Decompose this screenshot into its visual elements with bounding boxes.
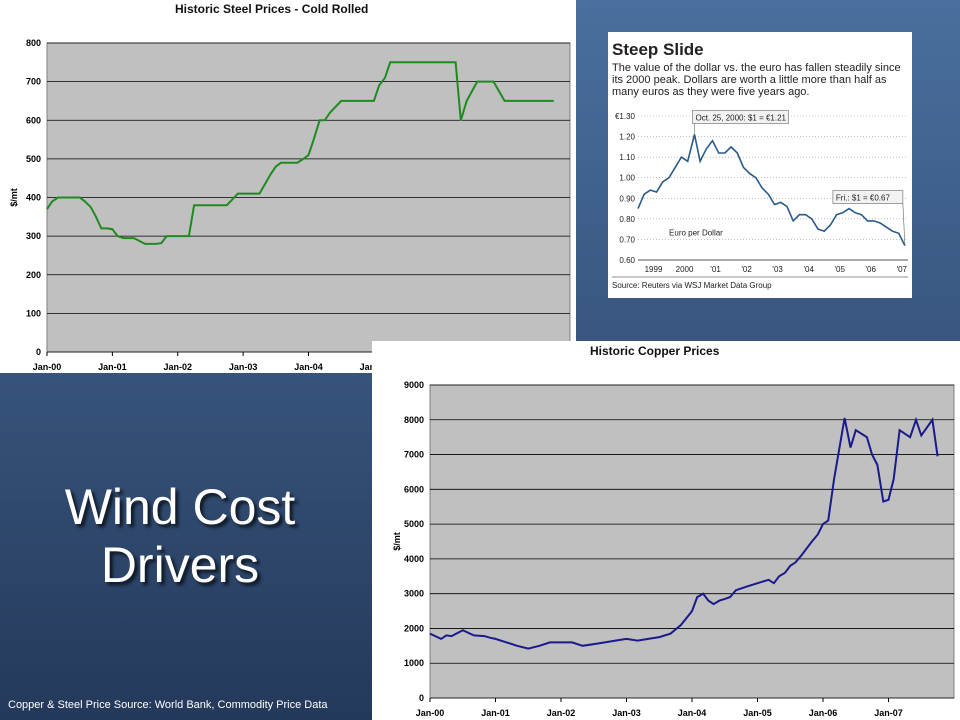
copper-y-tick-label: 7000: [404, 450, 424, 460]
euro-annotation-leader: [902, 203, 906, 246]
copper-chart: 0 1000 2000 3000 4000 5000 6000 7000 8000 9000 Jan…: [392, 380, 955, 718]
euro-y-tick-label: 1.20: [619, 133, 635, 142]
euro-annotation-peak: Oct. 25, 2000: $1 = €1.21: [695, 114, 786, 123]
euro-x-tick-label: '02: [741, 265, 752, 274]
euro-x-tick-label: 1999: [645, 265, 663, 274]
euro-y-tick-label: 0.80: [619, 215, 635, 224]
euro-y-tick-label: 1.10: [619, 153, 635, 162]
euro-chart-title: Steep Slide: [612, 40, 704, 59]
euro-x-tick-label: '05: [835, 265, 846, 274]
euro-x-tick-label: '04: [803, 265, 814, 274]
euro-x-tick-label: '06: [866, 265, 877, 274]
copper-y-axis-label: $/mt: [392, 532, 402, 551]
steel-x-tick-label: Jan-02: [163, 362, 192, 372]
copper-y-tick-label: 3000: [404, 589, 424, 599]
copper-y-tick-label: 2000: [404, 623, 424, 633]
steel-x-tick-label: Jan-00: [33, 362, 62, 372]
copper-x-tick-label: Jan-03: [612, 708, 641, 718]
copper-y-tick-label: 8000: [404, 415, 424, 425]
steel-y-tick-label: 0: [36, 347, 41, 357]
euro-series-label: Euro per Dollar: [669, 228, 723, 237]
euro-y-tick-label: 1.00: [619, 174, 635, 183]
steel-chart: 0 100 200 300 400 500 600 700 800 Jan-00 Jan-01 Jan…: [9, 38, 571, 372]
euro-y-tick-label: 0.70: [619, 235, 635, 244]
euro-chart: €1.30 1.20 1.10 1.00 0.90 0.80 0.70 0.60 1999 200…: [612, 110, 908, 290]
steel-x-tick-label: Jan-04: [294, 362, 323, 372]
steel-y-tick-label: 400: [26, 193, 41, 203]
copper-x-tick-label: Jan-02: [547, 708, 576, 718]
copper-chart-title: Historic Copper Prices: [590, 344, 720, 358]
euro-chart-panel: Steep Slide The value of the dollar vs. …: [608, 32, 912, 298]
steel-chart-panel: Historic Steel Prices - Cold Rolled 0 100…: [0, 0, 576, 373]
slide-title: Wind Cost Drivers: [20, 478, 340, 594]
euro-x-tick-label: '01: [710, 265, 721, 274]
steel-y-tick-label: 200: [26, 270, 41, 280]
steel-chart-title: Historic Steel Prices - Cold Rolled: [175, 2, 369, 16]
euro-series-line: [637, 134, 906, 246]
euro-y-tick-label: 0.90: [619, 194, 635, 203]
steel-y-axis-label: $/mt: [9, 188, 19, 207]
copper-x-tick-label: Jan-00: [416, 708, 445, 718]
steel-y-tick-label: 800: [26, 38, 41, 48]
copper-y-tick-label: 9000: [404, 380, 424, 390]
steel-y-tick-label: 700: [26, 77, 41, 87]
copper-y-tick-label: 5000: [404, 519, 424, 529]
copper-x-tick-label: Jan-01: [481, 708, 510, 718]
euro-source-text: Source: Reuters via WSJ Market Data Grou…: [612, 281, 772, 290]
copper-chart-panel: Historic Copper Prices 0 1000 2000 3000 4000…: [372, 341, 960, 720]
copper-x-tick-label: Jan-07: [874, 708, 903, 718]
copper-x-tick-label: Jan-04: [678, 708, 707, 718]
copper-y-tick-label: 4000: [404, 554, 424, 564]
copper-series-line: [429, 416, 939, 650]
euro-chart-subtitle: The value of the dollar vs. the euro has…: [612, 62, 901, 98]
steel-x-tick-label: Jan-01: [98, 362, 127, 372]
euro-x-tick-label: 2000: [676, 265, 694, 274]
slide-title-line2: Drivers: [100, 537, 260, 593]
copper-y-tick-label: 6000: [404, 484, 424, 494]
copper-plot-area: [429, 384, 955, 699]
steel-x-tick-label: Jan-03: [229, 362, 258, 372]
copper-x-tick-label: Jan-05: [743, 708, 772, 718]
steel-y-tick-label: 600: [26, 115, 41, 125]
euro-x-tick-label: '07: [897, 265, 908, 274]
euro-annotation-box: [692, 110, 789, 124]
copper-y-tick-label: 0: [419, 693, 424, 703]
euro-y-tick-label: €1.30: [615, 112, 636, 121]
steel-y-tick-label: 100: [26, 308, 41, 318]
copper-x-tick-label: Jan-06: [809, 708, 838, 718]
euro-annotation-latest: Fri.: $1 = €0.67: [836, 194, 891, 203]
steel-y-tick-label: 500: [26, 154, 41, 164]
copper-y-tick-label: 1000: [404, 658, 424, 668]
euro-y-tick-label: 0.60: [619, 256, 635, 265]
euro-x-tick-label: '03: [772, 265, 783, 274]
steel-series-line: [46, 61, 554, 245]
euro-annotation-box: [832, 190, 904, 204]
steel-y-tick-label: 300: [26, 231, 41, 241]
source-note: Copper & Steel Price Source: World Bank,…: [8, 699, 328, 711]
slide-title-line1: Wind Cost: [64, 479, 296, 535]
